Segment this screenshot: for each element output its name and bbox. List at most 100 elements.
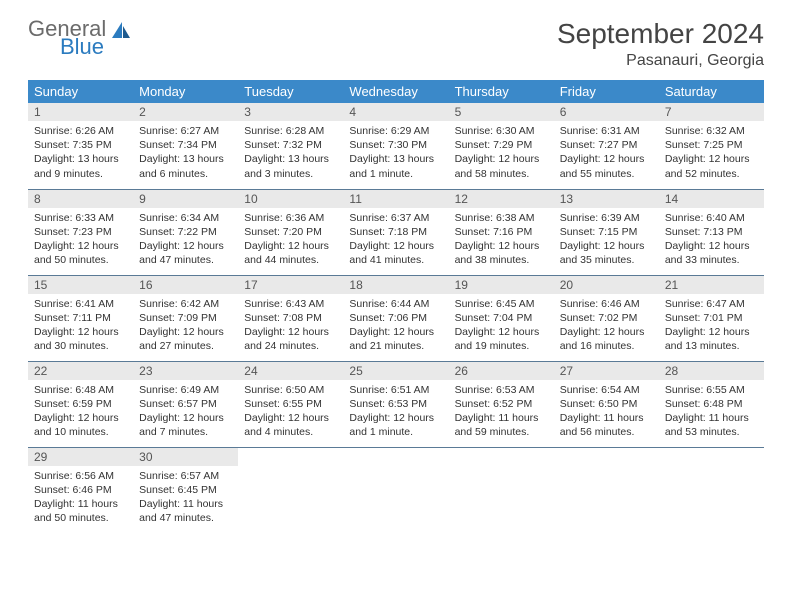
sunset-text: Sunset: 6:57 PM	[139, 397, 232, 411]
day-number: 10	[238, 190, 343, 208]
calendar-week-row: 1Sunrise: 6:26 AMSunset: 7:35 PMDaylight…	[28, 103, 764, 189]
day-number: 22	[28, 362, 133, 380]
calendar-cell: 6Sunrise: 6:31 AMSunset: 7:27 PMDaylight…	[554, 103, 659, 189]
sunrise-text: Sunrise: 6:33 AM	[34, 211, 127, 225]
calendar-week-row: 8Sunrise: 6:33 AMSunset: 7:23 PMDaylight…	[28, 189, 764, 275]
sunrise-text: Sunrise: 6:46 AM	[560, 297, 653, 311]
daylight-text: Daylight: 12 hours and 27 minutes.	[139, 325, 232, 353]
calendar-cell: 19Sunrise: 6:45 AMSunset: 7:04 PMDayligh…	[449, 275, 554, 361]
day-details: Sunrise: 6:31 AMSunset: 7:27 PMDaylight:…	[554, 121, 659, 187]
daylight-text: Daylight: 12 hours and 55 minutes.	[560, 152, 653, 180]
daylight-text: Daylight: 11 hours and 53 minutes.	[665, 411, 758, 439]
daylight-text: Daylight: 12 hours and 13 minutes.	[665, 325, 758, 353]
daylight-text: Daylight: 12 hours and 44 minutes.	[244, 239, 337, 267]
day-number: 23	[133, 362, 238, 380]
calendar-cell: 8Sunrise: 6:33 AMSunset: 7:23 PMDaylight…	[28, 189, 133, 275]
sunset-text: Sunset: 7:11 PM	[34, 311, 127, 325]
calendar-cell: 30Sunrise: 6:57 AMSunset: 6:45 PMDayligh…	[133, 447, 238, 533]
day-details: Sunrise: 6:53 AMSunset: 6:52 PMDaylight:…	[449, 380, 554, 446]
sunrise-text: Sunrise: 6:45 AM	[455, 297, 548, 311]
sunset-text: Sunset: 7:29 PM	[455, 138, 548, 152]
day-details: Sunrise: 6:51 AMSunset: 6:53 PMDaylight:…	[343, 380, 448, 446]
calendar-cell	[554, 447, 659, 533]
sunrise-text: Sunrise: 6:55 AM	[665, 383, 758, 397]
sunrise-text: Sunrise: 6:36 AM	[244, 211, 337, 225]
calendar-week-row: 29Sunrise: 6:56 AMSunset: 6:46 PMDayligh…	[28, 447, 764, 533]
logo-text-blue: Blue	[60, 36, 106, 58]
day-details: Sunrise: 6:26 AMSunset: 7:35 PMDaylight:…	[28, 121, 133, 187]
calendar-cell: 20Sunrise: 6:46 AMSunset: 7:02 PMDayligh…	[554, 275, 659, 361]
day-details: Sunrise: 6:41 AMSunset: 7:11 PMDaylight:…	[28, 294, 133, 360]
calendar-cell: 26Sunrise: 6:53 AMSunset: 6:52 PMDayligh…	[449, 361, 554, 447]
day-details: Sunrise: 6:49 AMSunset: 6:57 PMDaylight:…	[133, 380, 238, 446]
sunset-text: Sunset: 7:22 PM	[139, 225, 232, 239]
sunset-text: Sunset: 7:13 PM	[665, 225, 758, 239]
sunrise-text: Sunrise: 6:26 AM	[34, 124, 127, 138]
day-details: Sunrise: 6:56 AMSunset: 6:46 PMDaylight:…	[28, 466, 133, 532]
day-details: Sunrise: 6:36 AMSunset: 7:20 PMDaylight:…	[238, 208, 343, 274]
daylight-text: Daylight: 13 hours and 1 minute.	[349, 152, 442, 180]
calendar-cell: 2Sunrise: 6:27 AMSunset: 7:34 PMDaylight…	[133, 103, 238, 189]
weekday-header: Thursday	[449, 80, 554, 103]
day-details: Sunrise: 6:40 AMSunset: 7:13 PMDaylight:…	[659, 208, 764, 274]
daylight-text: Daylight: 12 hours and 30 minutes.	[34, 325, 127, 353]
day-details: Sunrise: 6:55 AMSunset: 6:48 PMDaylight:…	[659, 380, 764, 446]
weekday-header: Sunday	[28, 80, 133, 103]
day-number: 18	[343, 276, 448, 294]
sunrise-text: Sunrise: 6:41 AM	[34, 297, 127, 311]
daylight-text: Daylight: 11 hours and 50 minutes.	[34, 497, 127, 525]
daylight-text: Daylight: 12 hours and 38 minutes.	[455, 239, 548, 267]
sunrise-text: Sunrise: 6:54 AM	[560, 383, 653, 397]
day-details: Sunrise: 6:45 AMSunset: 7:04 PMDaylight:…	[449, 294, 554, 360]
calendar-cell: 9Sunrise: 6:34 AMSunset: 7:22 PMDaylight…	[133, 189, 238, 275]
day-number: 15	[28, 276, 133, 294]
sunrise-text: Sunrise: 6:47 AM	[665, 297, 758, 311]
calendar-cell	[238, 447, 343, 533]
sunset-text: Sunset: 7:02 PM	[560, 311, 653, 325]
calendar-week-row: 22Sunrise: 6:48 AMSunset: 6:59 PMDayligh…	[28, 361, 764, 447]
calendar-cell: 3Sunrise: 6:28 AMSunset: 7:32 PMDaylight…	[238, 103, 343, 189]
calendar-cell: 10Sunrise: 6:36 AMSunset: 7:20 PMDayligh…	[238, 189, 343, 275]
month-title: September 2024	[557, 18, 764, 50]
weekday-header: Tuesday	[238, 80, 343, 103]
daylight-text: Daylight: 11 hours and 47 minutes.	[139, 497, 232, 525]
sunset-text: Sunset: 6:55 PM	[244, 397, 337, 411]
sunset-text: Sunset: 6:50 PM	[560, 397, 653, 411]
daylight-text: Daylight: 12 hours and 4 minutes.	[244, 411, 337, 439]
day-details: Sunrise: 6:44 AMSunset: 7:06 PMDaylight:…	[343, 294, 448, 360]
daylight-text: Daylight: 12 hours and 47 minutes.	[139, 239, 232, 267]
sail-icon	[110, 20, 132, 47]
sunrise-text: Sunrise: 6:48 AM	[34, 383, 127, 397]
calendar-cell: 4Sunrise: 6:29 AMSunset: 7:30 PMDaylight…	[343, 103, 448, 189]
calendar-cell: 13Sunrise: 6:39 AMSunset: 7:15 PMDayligh…	[554, 189, 659, 275]
daylight-text: Daylight: 12 hours and 41 minutes.	[349, 239, 442, 267]
sunset-text: Sunset: 7:01 PM	[665, 311, 758, 325]
day-details: Sunrise: 6:27 AMSunset: 7:34 PMDaylight:…	[133, 121, 238, 187]
daylight-text: Daylight: 11 hours and 56 minutes.	[560, 411, 653, 439]
daylight-text: Daylight: 12 hours and 19 minutes.	[455, 325, 548, 353]
day-details: Sunrise: 6:50 AMSunset: 6:55 PMDaylight:…	[238, 380, 343, 446]
sunrise-text: Sunrise: 6:31 AM	[560, 124, 653, 138]
calendar-cell: 28Sunrise: 6:55 AMSunset: 6:48 PMDayligh…	[659, 361, 764, 447]
day-number: 16	[133, 276, 238, 294]
day-number: 11	[343, 190, 448, 208]
calendar-cell	[343, 447, 448, 533]
calendar-cell: 17Sunrise: 6:43 AMSunset: 7:08 PMDayligh…	[238, 275, 343, 361]
calendar-cell: 23Sunrise: 6:49 AMSunset: 6:57 PMDayligh…	[133, 361, 238, 447]
sunrise-text: Sunrise: 6:40 AM	[665, 211, 758, 225]
sunrise-text: Sunrise: 6:57 AM	[139, 469, 232, 483]
sunrise-text: Sunrise: 6:43 AM	[244, 297, 337, 311]
sunset-text: Sunset: 7:23 PM	[34, 225, 127, 239]
sunset-text: Sunset: 6:52 PM	[455, 397, 548, 411]
day-number: 14	[659, 190, 764, 208]
sunrise-text: Sunrise: 6:44 AM	[349, 297, 442, 311]
sunset-text: Sunset: 7:25 PM	[665, 138, 758, 152]
day-number: 4	[343, 103, 448, 121]
daylight-text: Daylight: 12 hours and 21 minutes.	[349, 325, 442, 353]
day-number: 21	[659, 276, 764, 294]
sunset-text: Sunset: 7:04 PM	[455, 311, 548, 325]
daylight-text: Daylight: 13 hours and 3 minutes.	[244, 152, 337, 180]
day-number: 6	[554, 103, 659, 121]
calendar-cell: 25Sunrise: 6:51 AMSunset: 6:53 PMDayligh…	[343, 361, 448, 447]
day-details: Sunrise: 6:33 AMSunset: 7:23 PMDaylight:…	[28, 208, 133, 274]
